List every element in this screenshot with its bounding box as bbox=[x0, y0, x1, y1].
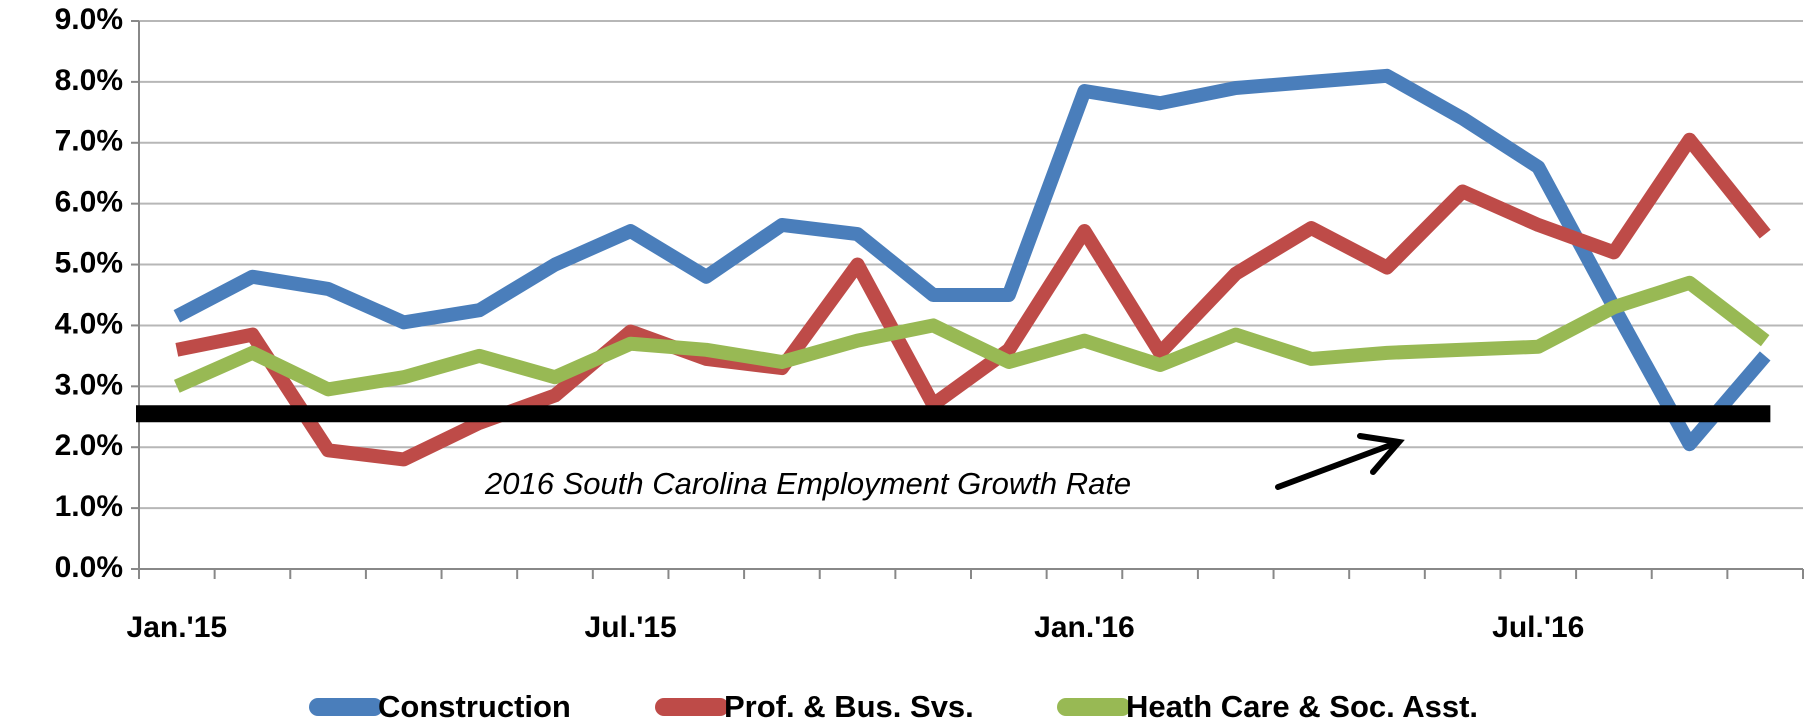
y-tick-label: 0.0% bbox=[55, 551, 123, 584]
y-tick-label: 9.0% bbox=[55, 3, 123, 36]
y-tick-label: 1.0% bbox=[55, 490, 123, 523]
x-tick-label: Jan.'16 bbox=[1034, 611, 1135, 644]
legend-label: Construction bbox=[378, 689, 571, 724]
annotation: 2016 South Carolina Employment Growth Ra… bbox=[484, 466, 1131, 501]
y-tick-label: 6.0% bbox=[55, 186, 123, 219]
series-line bbox=[173, 275, 1770, 397]
y-tick-label: 5.0% bbox=[55, 246, 123, 279]
series-line bbox=[175, 132, 1771, 467]
x-tick-label: Jul.'16 bbox=[1492, 611, 1584, 644]
annotation-arrow bbox=[1275, 433, 1405, 490]
plot: 0.0% 1.0% 2.0% 3.0% 4.0% 5.0% 6.0% 7.0% 8.0% 9.0%… bbox=[55, 3, 1804, 644]
y-tick-label: 4.0% bbox=[55, 307, 123, 340]
series-line bbox=[173, 68, 1771, 452]
x-tick-label: Jul.'15 bbox=[585, 611, 677, 644]
legend-label: Heath Care & Soc. Asst. bbox=[1126, 689, 1478, 724]
x-tick-label: Jan.'15 bbox=[127, 611, 228, 644]
y-tick-label: 2.0% bbox=[55, 429, 123, 462]
legend-label: Prof. & Bus. Svs. bbox=[724, 689, 974, 724]
y-tick-label: 8.0% bbox=[55, 64, 123, 97]
y-tick-label: 7.0% bbox=[55, 125, 123, 158]
y-tick-label: 3.0% bbox=[55, 368, 123, 401]
legend: Construction Prof. & Bus. Svs. Heath Care … bbox=[309, 689, 1478, 724]
